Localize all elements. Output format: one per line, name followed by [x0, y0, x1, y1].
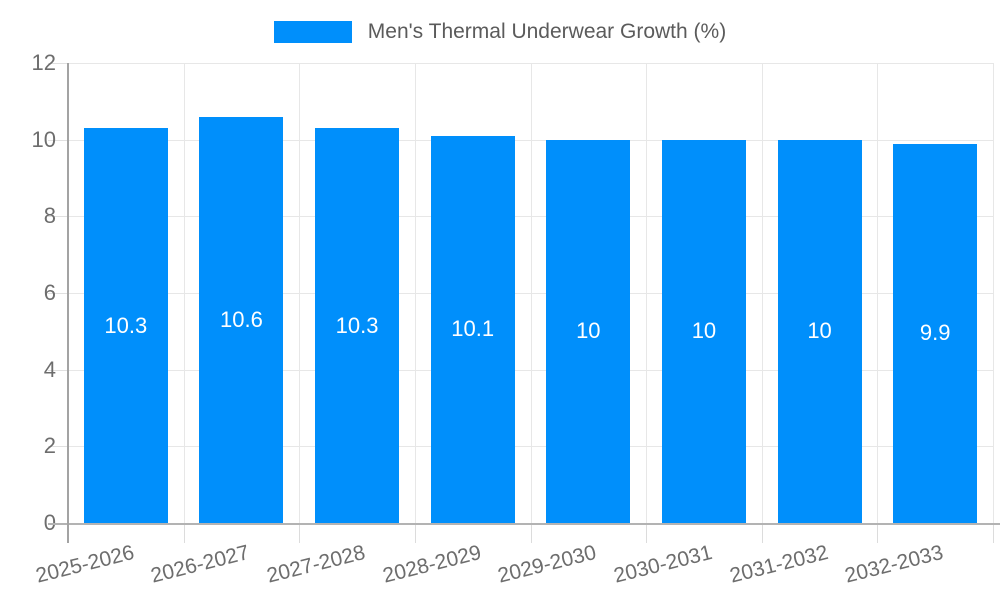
x-axis-category-label: 2025-2026 [33, 541, 137, 588]
x-axis-category-label: 2029-2030 [495, 541, 599, 588]
x-gridline [183, 63, 185, 523]
bar[interactable] [546, 139, 631, 523]
x-gridline [299, 63, 301, 523]
bar-value-label: 10 [691, 318, 717, 344]
bar[interactable] [430, 135, 515, 523]
legend-swatch [273, 21, 352, 43]
y-axis-tick-label: 10 [31, 126, 56, 152]
y-axis-line [67, 63, 69, 543]
y-axis-tick-label: 4 [43, 356, 56, 382]
y-axis-tick-label: 0 [0, 511, 56, 535]
x-axis-category-label: 2026-2027 [148, 541, 253, 588]
bar[interactable] [199, 116, 284, 523]
x-axis-tick [299, 525, 301, 543]
bar-value-label: 10.6 [220, 306, 263, 332]
bar[interactable] [777, 139, 862, 523]
bar[interactable] [315, 128, 400, 523]
x-gridline [414, 63, 416, 523]
y-axis-tick [48, 216, 68, 218]
legend[interactable]: Men's Thermal Underwear Growth (%) [0, 20, 1000, 44]
y-axis-tick-label: 12 [31, 50, 56, 75]
x-axis-tick [530, 525, 532, 543]
bar[interactable] [661, 139, 746, 523]
x-axis-tick [877, 525, 879, 543]
x-gridline [530, 63, 532, 523]
bar-value-label: 10.3 [335, 312, 379, 338]
bar-value-label: 10.3 [104, 312, 148, 338]
y-axis-tick [48, 139, 68, 141]
y-axis-tick-label: 6 [43, 280, 56, 305]
x-axis-tick [993, 525, 994, 543]
x-axis-tick [183, 525, 185, 543]
y-axis-tick [48, 63, 68, 64]
x-axis-category-label: 2028-2029 [380, 541, 484, 588]
bar[interactable] [83, 128, 168, 523]
bar[interactable] [893, 143, 978, 523]
y-axis-tick [48, 446, 68, 448]
y-axis-tick [48, 293, 68, 294]
x-axis-category-label: 2030-2031 [611, 541, 715, 588]
bar-value-label: 9.9 [919, 320, 951, 346]
bar-value-label: 10.1 [451, 316, 495, 342]
bar-value-label: 10 [807, 318, 832, 344]
y-axis-tick [48, 369, 68, 371]
x-gridline [761, 63, 763, 523]
y-axis-tick-label: 2 [43, 433, 56, 459]
x-axis-category-label: 2027-2028 [264, 541, 368, 588]
x-axis-tick [414, 525, 416, 543]
x-gridline [993, 63, 994, 523]
x-axis-category-label: 2032-2033 [842, 541, 946, 588]
legend-label: Men's Thermal Underwear Growth (%) [367, 20, 727, 43]
x-axis-line [48, 523, 1000, 525]
x-axis-tick [761, 525, 763, 543]
bar-value-label: 10 [576, 318, 601, 344]
x-gridline [877, 63, 879, 523]
x-axis-category-label: 2031-2032 [727, 541, 831, 588]
y-axis-tick-label: 8 [43, 203, 56, 229]
x-axis-tick [646, 525, 648, 543]
x-gridline [646, 63, 648, 523]
